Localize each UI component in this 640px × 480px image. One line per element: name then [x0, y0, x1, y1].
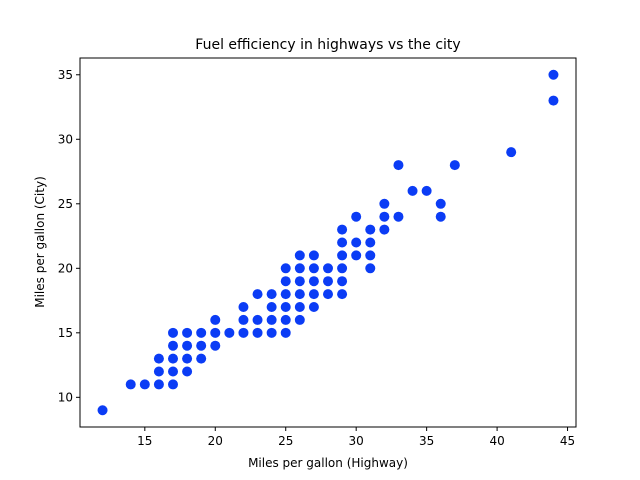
data-point [294, 314, 305, 325]
data-point [280, 276, 291, 287]
data-point [365, 250, 376, 261]
data-point [153, 366, 164, 377]
data-point [182, 366, 193, 377]
data-point [139, 379, 150, 390]
data-point [435, 211, 446, 222]
data-point [337, 289, 348, 300]
y-tick-label: 15 [58, 326, 73, 340]
x-tick-label: 30 [349, 434, 364, 448]
data-point [238, 327, 249, 338]
x-tick-label: 15 [137, 434, 152, 448]
x-axis-label: Miles per gallon (Highway) [248, 456, 408, 470]
data-point [294, 263, 305, 274]
data-point [294, 276, 305, 287]
data-point [365, 263, 376, 274]
data-point [196, 340, 207, 351]
data-point [337, 276, 348, 287]
data-point [210, 340, 221, 351]
data-point [125, 379, 136, 390]
y-tick-label: 35 [58, 68, 73, 82]
x-tick-label: 35 [419, 434, 434, 448]
data-point [308, 263, 319, 274]
data-point [337, 250, 348, 261]
data-point [308, 276, 319, 287]
data-point [435, 198, 446, 209]
x-tick-label: 45 [560, 434, 575, 448]
data-point [224, 327, 235, 338]
data-point [252, 327, 263, 338]
y-tick-label: 25 [58, 197, 73, 211]
y-tick-label: 10 [58, 390, 73, 404]
data-point [393, 211, 404, 222]
data-point [323, 289, 333, 300]
data-point [280, 314, 291, 325]
data-point [280, 289, 291, 300]
data-point [365, 224, 376, 235]
chart-title: Fuel efficiency in highways vs the city [195, 37, 460, 53]
data-points [97, 69, 559, 416]
data-point [506, 147, 517, 158]
data-point [168, 327, 178, 338]
data-point [379, 211, 390, 222]
data-point [252, 289, 263, 300]
data-point [280, 302, 291, 313]
data-point [337, 237, 348, 248]
data-point [393, 160, 404, 171]
data-point [365, 237, 376, 248]
data-point [196, 327, 207, 338]
y-axis-ticks: 10 15 20 25 30 35 [58, 68, 80, 404]
data-point [548, 95, 559, 106]
data-point [210, 327, 221, 338]
x-tick-label: 25 [278, 434, 293, 448]
y-tick-label: 30 [58, 132, 73, 146]
data-point [266, 302, 277, 313]
data-point [294, 289, 305, 300]
data-point [182, 340, 193, 351]
data-point [351, 211, 362, 222]
data-point [351, 250, 362, 261]
data-point [168, 340, 178, 351]
data-point [407, 185, 418, 196]
data-point [337, 224, 348, 235]
data-point [210, 314, 221, 325]
data-point [196, 353, 207, 364]
x-tick-label: 40 [489, 434, 504, 448]
data-point [97, 405, 108, 416]
data-point [548, 69, 559, 80]
y-axis-label: Miles per gallon (City) [33, 176, 47, 308]
data-point [238, 314, 249, 325]
data-point [294, 250, 305, 261]
data-point [323, 263, 333, 274]
data-point [351, 237, 362, 248]
data-point [238, 302, 249, 313]
data-point [308, 250, 319, 261]
data-point [153, 379, 164, 390]
data-point [266, 314, 277, 325]
data-point [379, 198, 390, 209]
data-point [252, 314, 263, 325]
data-point [421, 185, 432, 196]
x-axis-ticks: 15 20 25 30 35 40 45 [137, 427, 575, 448]
data-point [266, 327, 277, 338]
plot-frame [79, 57, 577, 428]
y-tick-label: 20 [58, 261, 73, 275]
data-point [379, 224, 390, 235]
data-point [294, 302, 305, 313]
data-point [280, 263, 291, 274]
data-point [337, 263, 348, 274]
data-point [153, 353, 164, 364]
data-point [168, 353, 178, 364]
x-tick-label: 20 [208, 434, 223, 448]
data-point [168, 379, 178, 390]
data-point [323, 276, 333, 287]
data-point [308, 302, 319, 313]
data-point [280, 327, 291, 338]
data-point [168, 366, 178, 377]
data-point [266, 289, 277, 300]
data-point [182, 353, 193, 364]
data-point [308, 289, 319, 300]
data-point [449, 160, 460, 171]
data-point [182, 327, 193, 338]
